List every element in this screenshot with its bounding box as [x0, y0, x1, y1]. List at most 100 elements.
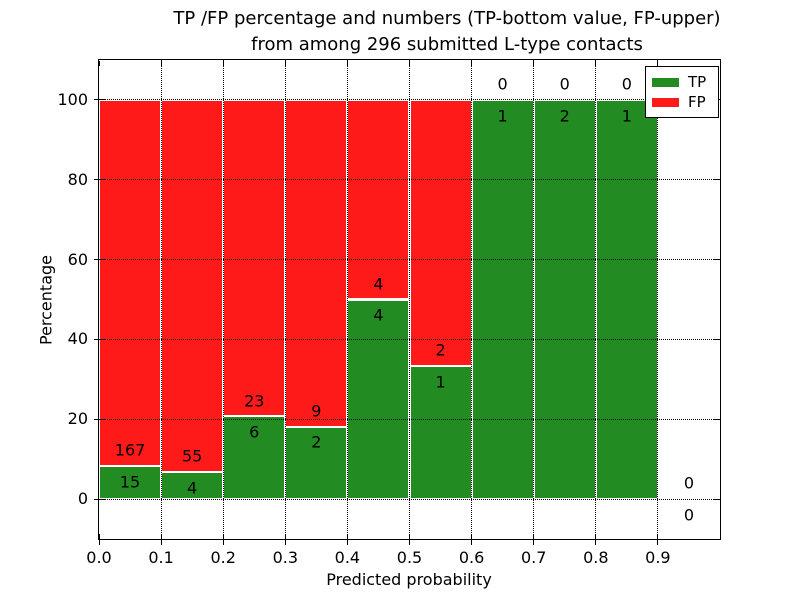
x-tick-mark-top — [409, 61, 410, 66]
x-tick-label: 0.6 — [458, 548, 485, 567]
gridline-vertical — [595, 60, 597, 539]
x-tick-label: 0.1 — [148, 548, 174, 567]
x-tick-mark — [160, 534, 162, 545]
bar-fp — [99, 99, 162, 467]
x-tick-mark-top — [471, 61, 473, 66]
chart-title: TP /FP percentage and numbers (TP-bottom… — [173, 6, 720, 58]
annotation-fp-count: 4 — [373, 274, 384, 294]
plot-area: 167 15 55 4 23 6 9 2 4 4 2 1 0 1 0 2 0 1 0 0 — [98, 59, 721, 540]
y-tick-mark — [94, 338, 105, 340]
bar-tp — [161, 472, 224, 500]
bar-tp — [285, 426, 348, 500]
annotation-fp-count: 0 — [621, 74, 632, 94]
y-tick-mark-right — [714, 179, 719, 181]
legend: TP FP — [645, 66, 719, 118]
gridline-vertical — [533, 60, 535, 539]
x-tick-mark — [284, 534, 286, 545]
x-tick-mark — [222, 534, 224, 545]
x-tick-mark — [346, 534, 348, 545]
annotation-tp-count: 15 — [119, 472, 141, 492]
gridline-vertical — [409, 60, 410, 539]
gridline-horizontal — [99, 179, 720, 181]
annotation-tp-count: 4 — [373, 305, 384, 325]
y-tick-mark — [94, 498, 105, 500]
x-tick-mark-top — [595, 61, 597, 66]
annotation-fp-count: 9 — [311, 401, 322, 421]
x-tick-mark — [471, 534, 473, 545]
x-tick-mark-top — [98, 61, 100, 66]
annotation-fp-count: 167 — [114, 440, 146, 460]
x-tick-label: 0.2 — [210, 548, 236, 567]
x-tick-mark-top — [160, 61, 162, 66]
x-tick-label: 0.8 — [583, 548, 609, 567]
gridline-horizontal — [99, 259, 720, 261]
y-tick-mark — [94, 259, 105, 261]
gridline-vertical — [471, 60, 473, 539]
bar-fp — [161, 99, 224, 472]
annotation-tp-count: 0 — [683, 505, 695, 525]
x-tick-mark — [595, 534, 597, 545]
legend-label-tp: TP — [688, 72, 707, 91]
bar-tp — [595, 99, 658, 500]
annotation-tp-count: 4 — [187, 478, 198, 498]
bar-tp — [533, 99, 596, 500]
y-tick-mark-right — [714, 498, 719, 500]
x-tick-mark-top — [284, 61, 286, 66]
y-tick-label: 80 — [67, 169, 88, 189]
gridline-horizontal — [99, 338, 720, 340]
annotation-fp-count: 0 — [559, 74, 570, 94]
bar-fp — [347, 99, 410, 300]
gridline-horizontal — [99, 99, 720, 101]
x-tick-label: 0.0 — [86, 548, 112, 567]
gridline-vertical — [657, 60, 659, 539]
annotation-tp-count: 2 — [311, 432, 322, 452]
annotation-tp-count: 2 — [559, 106, 570, 126]
bar-tp — [347, 299, 410, 500]
chart-title-line2: from among 296 submitted L-type contacts — [251, 34, 643, 55]
y-tick-label: 40 — [67, 329, 88, 349]
y-tick-label: 20 — [67, 409, 88, 429]
bar-tp — [409, 366, 472, 500]
x-axis-title: Predicted probability — [326, 570, 492, 589]
y-tick-label: 100 — [57, 89, 88, 109]
annotation-fp-count: 0 — [497, 74, 508, 94]
annotation-fp-count: 23 — [244, 391, 265, 411]
annotation-fp-count: 55 — [181, 446, 203, 466]
x-tick-mark — [409, 534, 410, 545]
x-tick-label: 0.9 — [645, 548, 671, 567]
annotation-fp-count: 2 — [435, 340, 446, 360]
x-tick-label: 0.5 — [396, 548, 423, 567]
legend-swatch-fp — [652, 97, 679, 107]
y-tick-mark — [94, 418, 105, 420]
legend-swatch-tp — [652, 77, 679, 87]
bar-tp — [471, 99, 534, 500]
gridline-vertical — [222, 60, 224, 539]
x-tick-mark-top — [657, 61, 659, 66]
annotation-tp-count: 1 — [435, 372, 446, 392]
y-tick-mark-right — [714, 418, 719, 420]
x-tick-mark-top — [222, 61, 224, 66]
y-tick-mark-right — [714, 259, 719, 261]
x-tick-mark-top — [346, 61, 348, 66]
bar-fp — [285, 99, 348, 427]
y-tick-label: 60 — [67, 249, 88, 269]
gridline-horizontal — [99, 418, 720, 420]
x-tick-mark — [98, 534, 100, 545]
x-tick-label: 0.3 — [272, 548, 299, 567]
x-tick-label: 0.7 — [520, 548, 547, 567]
y-tick-mark — [94, 179, 105, 181]
legend-item-fp: FP — [652, 92, 712, 112]
bar-fp — [409, 99, 472, 367]
chart-title-line1: TP /FP percentage and numbers (TP-bottom… — [173, 8, 721, 29]
x-tick-mark — [657, 534, 659, 545]
gridline-vertical — [346, 60, 348, 539]
annotation-fp-count: 0 — [683, 473, 695, 493]
y-tick-mark — [94, 99, 105, 101]
x-tick-label: 0.4 — [334, 548, 361, 567]
gridline-horizontal — [99, 498, 720, 500]
y-tick-label: 0 — [77, 489, 88, 509]
x-tick-mark-top — [533, 61, 535, 66]
legend-item-tp: TP — [652, 72, 712, 92]
legend-label-fp: FP — [688, 92, 706, 111]
